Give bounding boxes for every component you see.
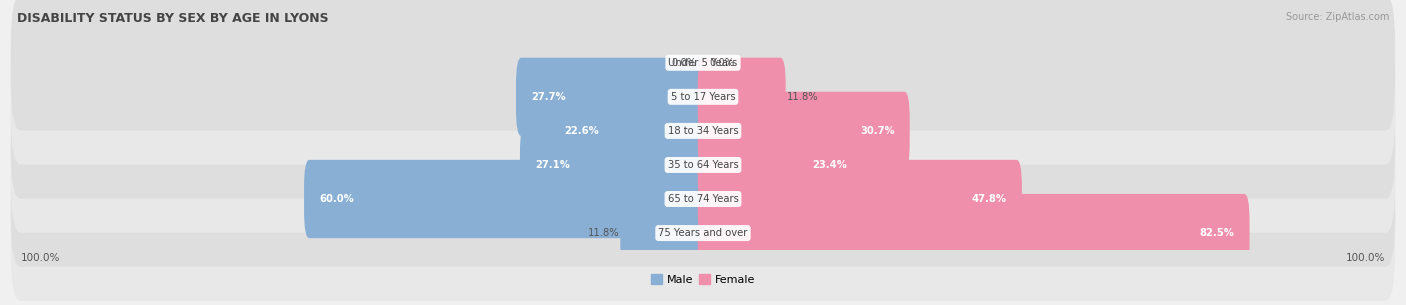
- Text: 0.0%: 0.0%: [671, 58, 696, 68]
- FancyBboxPatch shape: [11, 29, 1395, 165]
- Text: 100.0%: 100.0%: [1346, 253, 1385, 263]
- Text: 27.7%: 27.7%: [531, 92, 565, 102]
- FancyBboxPatch shape: [11, 131, 1395, 267]
- Text: 47.8%: 47.8%: [972, 194, 1007, 204]
- FancyBboxPatch shape: [550, 92, 709, 170]
- FancyBboxPatch shape: [697, 126, 862, 204]
- Text: 18 to 34 Years: 18 to 34 Years: [668, 126, 738, 136]
- Text: 35 to 64 Years: 35 to 64 Years: [668, 160, 738, 170]
- Text: 60.0%: 60.0%: [319, 194, 354, 204]
- Text: 30.7%: 30.7%: [860, 126, 894, 136]
- FancyBboxPatch shape: [11, 97, 1395, 233]
- Legend: Male, Female: Male, Female: [647, 270, 759, 289]
- FancyBboxPatch shape: [11, 165, 1395, 301]
- Text: 27.1%: 27.1%: [536, 160, 569, 170]
- Text: 11.8%: 11.8%: [588, 228, 619, 238]
- FancyBboxPatch shape: [697, 58, 786, 136]
- Text: 5 to 17 Years: 5 to 17 Years: [671, 92, 735, 102]
- Text: 75 Years and over: 75 Years and over: [658, 228, 748, 238]
- Text: 23.4%: 23.4%: [811, 160, 846, 170]
- FancyBboxPatch shape: [697, 92, 910, 170]
- Text: DISABILITY STATUS BY SEX BY AGE IN LYONS: DISABILITY STATUS BY SEX BY AGE IN LYONS: [17, 12, 329, 25]
- Text: 0.0%: 0.0%: [710, 58, 735, 68]
- FancyBboxPatch shape: [516, 58, 709, 136]
- Text: 11.8%: 11.8%: [787, 92, 818, 102]
- FancyBboxPatch shape: [11, 63, 1395, 199]
- FancyBboxPatch shape: [697, 160, 1022, 238]
- Text: Under 5 Years: Under 5 Years: [668, 58, 738, 68]
- Text: 22.6%: 22.6%: [565, 126, 599, 136]
- FancyBboxPatch shape: [697, 194, 1250, 272]
- FancyBboxPatch shape: [11, 0, 1395, 131]
- Text: 82.5%: 82.5%: [1199, 228, 1234, 238]
- Text: Source: ZipAtlas.com: Source: ZipAtlas.com: [1285, 12, 1389, 22]
- FancyBboxPatch shape: [620, 194, 709, 272]
- Text: 100.0%: 100.0%: [21, 253, 60, 263]
- FancyBboxPatch shape: [520, 126, 709, 204]
- Text: 65 to 74 Years: 65 to 74 Years: [668, 194, 738, 204]
- FancyBboxPatch shape: [304, 160, 709, 238]
